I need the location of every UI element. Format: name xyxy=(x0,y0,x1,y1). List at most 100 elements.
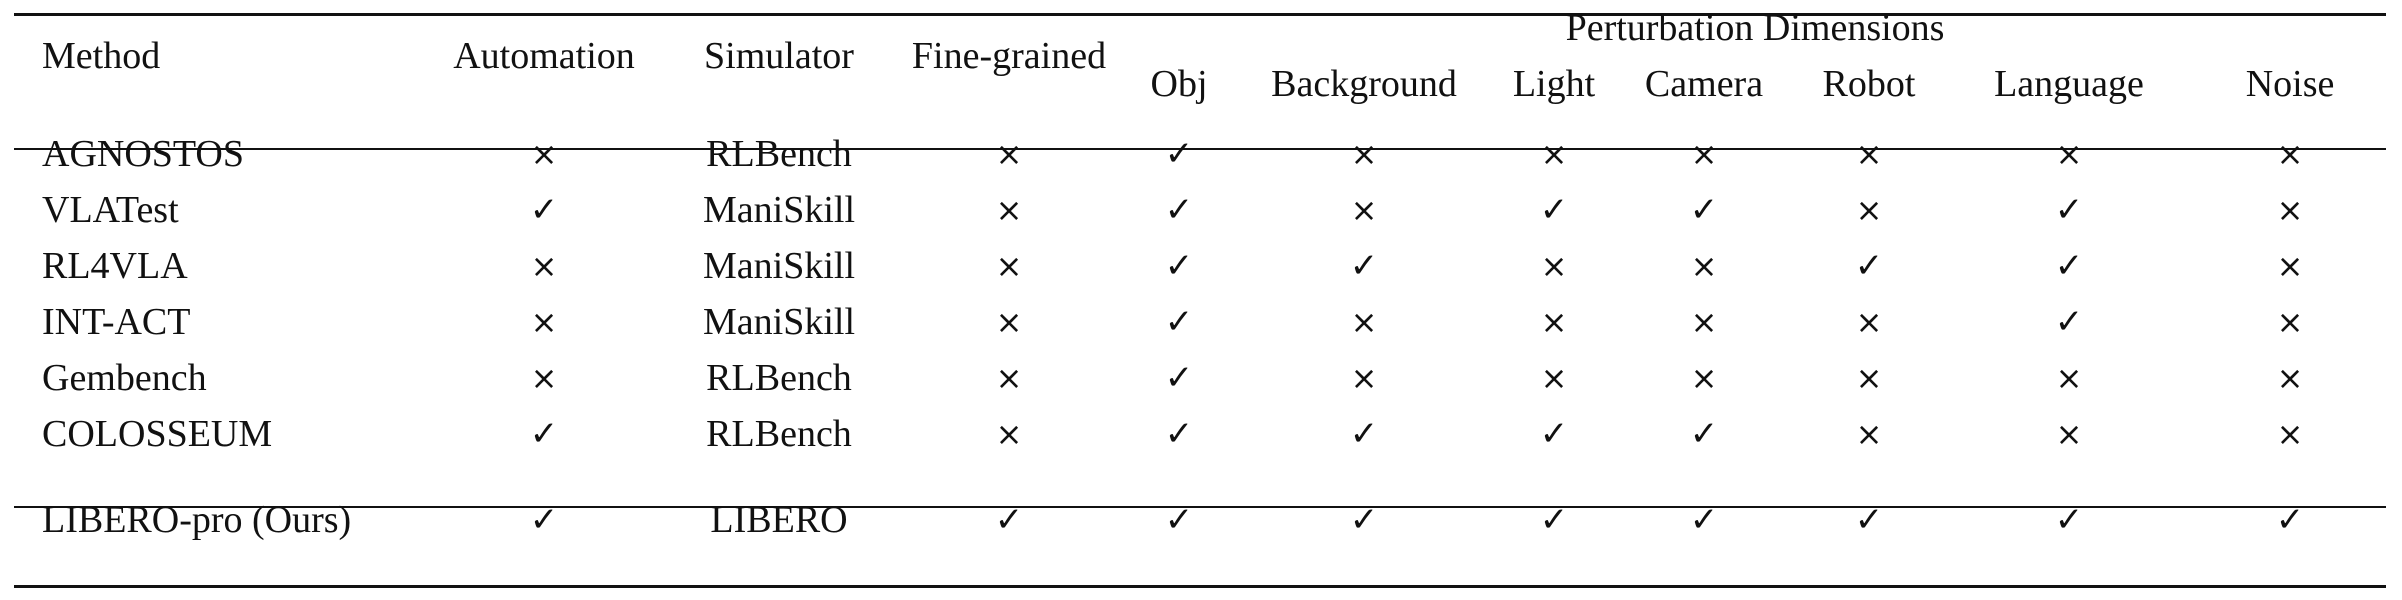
dim-mark: × xyxy=(1855,415,1883,453)
table-body: AGNOSTOS × RLBench × ✓ × × × × × × VLATe… xyxy=(14,112,2386,548)
automation-mark: ✓ xyxy=(529,190,559,230)
dim-mark: × xyxy=(2055,415,2083,453)
automation-mark: × xyxy=(530,303,558,341)
dim-mark: ✓ xyxy=(2054,500,2084,540)
simulator-cell: RLBench xyxy=(706,357,852,399)
dim-mark: ✓ xyxy=(1349,414,1379,454)
dim-mark: × xyxy=(1690,247,1718,285)
simulator-cell: LIBERO xyxy=(710,499,848,541)
simulator-cell: ManiSkill xyxy=(702,301,856,343)
row-method: LIBERO-pro (Ours) xyxy=(42,499,352,541)
dim-mark: × xyxy=(1855,359,1883,397)
dim-mark: ✓ xyxy=(1164,414,1194,454)
table-row: INT-ACT × ManiSkill × ✓ × × × × ✓ × xyxy=(14,294,2386,350)
table-row: AGNOSTOS × RLBench × ✓ × × × × × × xyxy=(14,126,2386,182)
dim-mark: ✓ xyxy=(1164,134,1194,174)
header-rule xyxy=(14,148,2386,150)
fine-grained-mark: × xyxy=(995,247,1023,285)
dim-mark: ✓ xyxy=(1164,190,1194,230)
dim-mark: ✓ xyxy=(2054,302,2084,342)
dim-mark: × xyxy=(2276,191,2304,229)
dim-mark: × xyxy=(1540,135,1568,173)
dim-mark: × xyxy=(1540,247,1568,285)
dim-mark: × xyxy=(2055,359,2083,397)
row-method: Gembench xyxy=(42,357,207,399)
table-row: RL4VLA × ManiSkill × ✓ ✓ × × ✓ ✓ × xyxy=(14,238,2386,294)
row-method: INT-ACT xyxy=(42,301,191,343)
bottom-rule xyxy=(14,585,2386,588)
dim-mark: ✓ xyxy=(1164,302,1194,342)
dim-mark: ✓ xyxy=(1539,190,1569,230)
dim-mark: × xyxy=(1540,359,1568,397)
dim-mark: × xyxy=(2055,135,2083,173)
automation-mark: × xyxy=(530,247,558,285)
header-fine-grained: Fine-grained xyxy=(911,35,1107,77)
header-dim-robot: Robot xyxy=(1822,63,1916,105)
dim-mark: × xyxy=(1690,135,1718,173)
dim-mark: ✓ xyxy=(1164,246,1194,286)
dim-mark: × xyxy=(1350,135,1378,173)
header-perturbation-dimensions: Perturbation Dimensions xyxy=(1565,7,1945,49)
fine-grained-mark: × xyxy=(995,135,1023,173)
dim-mark: × xyxy=(1855,303,1883,341)
automation-mark: ✓ xyxy=(529,414,559,454)
dim-mark: ✓ xyxy=(1164,500,1194,540)
dim-mark: × xyxy=(2276,135,2304,173)
automation-mark: × xyxy=(530,135,558,173)
dim-mark: ✓ xyxy=(1854,500,1884,540)
dim-mark: ✓ xyxy=(1689,500,1719,540)
dim-mark: ✓ xyxy=(1349,500,1379,540)
fine-grained-mark: ✓ xyxy=(994,500,1024,540)
dim-mark: × xyxy=(1350,359,1378,397)
dim-mark: × xyxy=(1540,303,1568,341)
dim-mark: ✓ xyxy=(2054,190,2084,230)
header-method: Method xyxy=(42,35,161,77)
table-row: Gembench × RLBench × ✓ × × × × × × xyxy=(14,350,2386,406)
row-method: RL4VLA xyxy=(42,245,188,287)
simulator-cell: RLBench xyxy=(706,413,852,455)
fine-grained-mark: × xyxy=(995,415,1023,453)
dim-mark: ✓ xyxy=(1689,414,1719,454)
dim-mark: ✓ xyxy=(2054,246,2084,286)
dim-mark: ✓ xyxy=(2275,500,2305,540)
table-row-ours: LIBERO-pro (Ours) ✓ LIBERO ✓ ✓ ✓ ✓ ✓ ✓ ✓… xyxy=(14,492,2386,548)
header-dim-noise: Noise xyxy=(2245,63,2335,105)
dim-mark: ✓ xyxy=(1539,414,1569,454)
row-method: VLATest xyxy=(42,189,179,231)
header-dim-camera: Camera xyxy=(1644,63,1764,105)
automation-mark: ✓ xyxy=(529,500,559,540)
simulator-cell: ManiSkill xyxy=(702,245,856,287)
header-dim-light: Light xyxy=(1512,63,1596,105)
table-row: COLOSSEUM ✓ RLBench × ✓ ✓ ✓ ✓ × × × xyxy=(14,406,2386,462)
ours-separator-rule xyxy=(14,506,2386,508)
dim-mark: ✓ xyxy=(1164,358,1194,398)
simulator-cell: ManiSkill xyxy=(702,189,856,231)
dim-mark: × xyxy=(1690,359,1718,397)
simulator-cell: RLBench xyxy=(706,133,852,175)
dim-mark: × xyxy=(1855,191,1883,229)
dim-mark: ✓ xyxy=(1349,246,1379,286)
dim-mark: × xyxy=(2276,303,2304,341)
automation-mark: × xyxy=(530,359,558,397)
dim-mark: × xyxy=(2276,247,2304,285)
dim-mark: × xyxy=(2276,359,2304,397)
fine-grained-mark: × xyxy=(995,191,1023,229)
dim-mark: ✓ xyxy=(1689,190,1719,230)
table-row: VLATest ✓ ManiSkill × ✓ × ✓ ✓ × ✓ × xyxy=(14,182,2386,238)
dim-mark: × xyxy=(1690,303,1718,341)
header-dim-obj: Obj xyxy=(1150,63,1208,105)
row-method: AGNOSTOS xyxy=(42,133,245,175)
header-dim-language: Language xyxy=(1994,63,2144,105)
header-simulator: Simulator xyxy=(704,35,854,77)
dim-mark: × xyxy=(1350,191,1378,229)
table-header: Method Automation Simulator Fine-grained… xyxy=(14,0,2386,112)
dim-mark: ✓ xyxy=(1539,500,1569,540)
header-dim-background: Background xyxy=(1271,63,1457,105)
dim-mark: × xyxy=(1855,135,1883,173)
comparison-table: Method Automation Simulator Fine-grained… xyxy=(14,0,2386,548)
row-method: COLOSSEUM xyxy=(42,413,273,455)
dim-mark: × xyxy=(1350,303,1378,341)
fine-grained-mark: × xyxy=(995,359,1023,397)
fine-grained-mark: × xyxy=(995,303,1023,341)
dim-mark: ✓ xyxy=(1854,246,1884,286)
